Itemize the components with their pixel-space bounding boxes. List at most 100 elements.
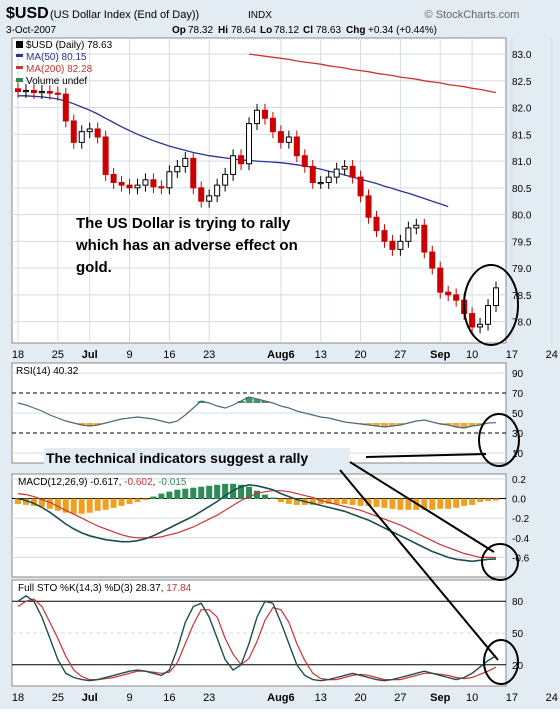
legend-ma200: MA(200) 82.28	[26, 64, 93, 75]
candle	[62, 87, 69, 128]
volume-legend-swatch	[16, 78, 23, 82]
candle	[389, 234, 396, 256]
candle	[38, 85, 45, 99]
sto-label-prefix: Full STO %K(14,3) %D(3)	[18, 583, 136, 594]
price-y-tick: 80.5	[512, 184, 532, 195]
change-value: +0.34 (+0.44%)	[368, 25, 437, 36]
macd-histogram-bar	[158, 493, 165, 500]
price-note-line3: gold.	[76, 259, 112, 276]
price-y-tick: 79.5	[512, 237, 532, 248]
candle	[15, 82, 21, 98]
candle-body	[485, 305, 492, 325]
candle-body	[86, 128, 93, 133]
macd-histogram-bar	[373, 498, 380, 507]
sto-circle-annotation	[483, 639, 519, 685]
sto-y-tick: 50	[512, 629, 524, 640]
candle-body	[445, 291, 452, 296]
rsi-line	[17, 396, 497, 429]
candle	[261, 103, 268, 125]
macd-histogram-bar	[54, 498, 61, 511]
x-tick-label: 17	[506, 349, 518, 361]
rsi-oversold-fill	[444, 423, 452, 425]
rsi-overbought-fill	[197, 401, 205, 403]
rsi-oversold-fill	[388, 423, 396, 426]
rsi-label: RSI(14) 40.32	[16, 366, 79, 377]
macd-histogram-bar	[86, 498, 93, 513]
candle-body	[166, 171, 173, 189]
candle-body	[405, 227, 412, 242]
candle	[293, 130, 300, 163]
rsi-oversold-fill	[78, 423, 86, 425]
candle-body	[381, 230, 388, 242]
high-caption: Hi	[218, 25, 228, 36]
price-note-line1: The US Dollar is trying to rally	[76, 215, 291, 232]
close-value: 78.63	[316, 25, 341, 36]
candle	[405, 221, 412, 248]
candle	[333, 162, 340, 184]
candle	[46, 85, 53, 100]
x-tick-label: Aug6	[267, 349, 295, 361]
candle-body	[357, 176, 364, 197]
candle	[437, 261, 444, 299]
candle	[134, 178, 141, 195]
x-tick-label: Sep	[430, 349, 450, 361]
candle-body	[198, 187, 205, 202]
x-tick-label: 13	[315, 349, 327, 361]
candle-body	[214, 184, 221, 197]
candle	[214, 178, 221, 203]
macd-panel	[11, 473, 507, 578]
candle	[174, 160, 181, 179]
macd-histogram-bar	[182, 488, 189, 500]
candle-body	[46, 91, 53, 94]
macd-histogram-bar	[453, 498, 460, 508]
macd-histogram-bar	[397, 498, 404, 510]
candle-body	[437, 267, 444, 293]
macd-histogram-bar	[22, 498, 29, 505]
macd-histogram-bar	[365, 498, 372, 506]
price-y-tick: 82.0	[512, 104, 532, 115]
candle	[317, 176, 324, 189]
macd-histogram-bar	[254, 490, 260, 500]
macd-histogram-bar	[333, 498, 340, 504]
candle	[357, 170, 364, 203]
macd-hist-value: -0.015	[158, 477, 187, 488]
ma200-legend-swatch	[16, 66, 23, 69]
candle-body	[469, 313, 476, 328]
candle-body	[493, 287, 499, 307]
rsi-oversold-fill	[460, 423, 468, 428]
candle	[126, 178, 133, 195]
candle-body	[222, 173, 229, 186]
rsi-overbought-fill	[253, 399, 261, 403]
macd-histogram-bar	[389, 498, 396, 509]
candle-body	[150, 179, 157, 188]
macd-histogram-bar	[198, 486, 205, 500]
legend-volume: Volume undef	[26, 76, 87, 87]
macd-histogram-bar	[214, 484, 221, 500]
macd-histogram-bar	[277, 498, 284, 502]
macd-y-tick: -0.2	[512, 514, 530, 525]
arrow-line-rsi	[365, 453, 487, 458]
candle-body	[134, 184, 141, 189]
x-tick-label: 24	[546, 692, 558, 704]
sto-k-value: 28.37	[136, 583, 161, 594]
candle-body	[62, 93, 69, 122]
candle	[373, 210, 380, 238]
candle-body	[421, 224, 428, 253]
candle	[70, 114, 77, 149]
x-tick-label: Sep	[430, 692, 450, 704]
candle-body	[238, 155, 245, 165]
sto-label: Full STO %K(14,3) %D(3) 28.37, 17.84	[18, 583, 192, 594]
x-tick-label: 10	[466, 692, 478, 704]
candle-body	[309, 165, 316, 183]
candle-body	[158, 186, 165, 189]
date-label: 3-Oct-2007	[6, 25, 56, 36]
x-tick-label: 16	[163, 692, 175, 704]
candle-body	[349, 165, 356, 178]
low-caption: Lo	[260, 25, 272, 36]
candle-body	[341, 165, 348, 170]
candle-body	[70, 120, 77, 143]
candle-body	[269, 117, 276, 133]
candle	[238, 149, 245, 171]
candle-body	[142, 179, 149, 186]
